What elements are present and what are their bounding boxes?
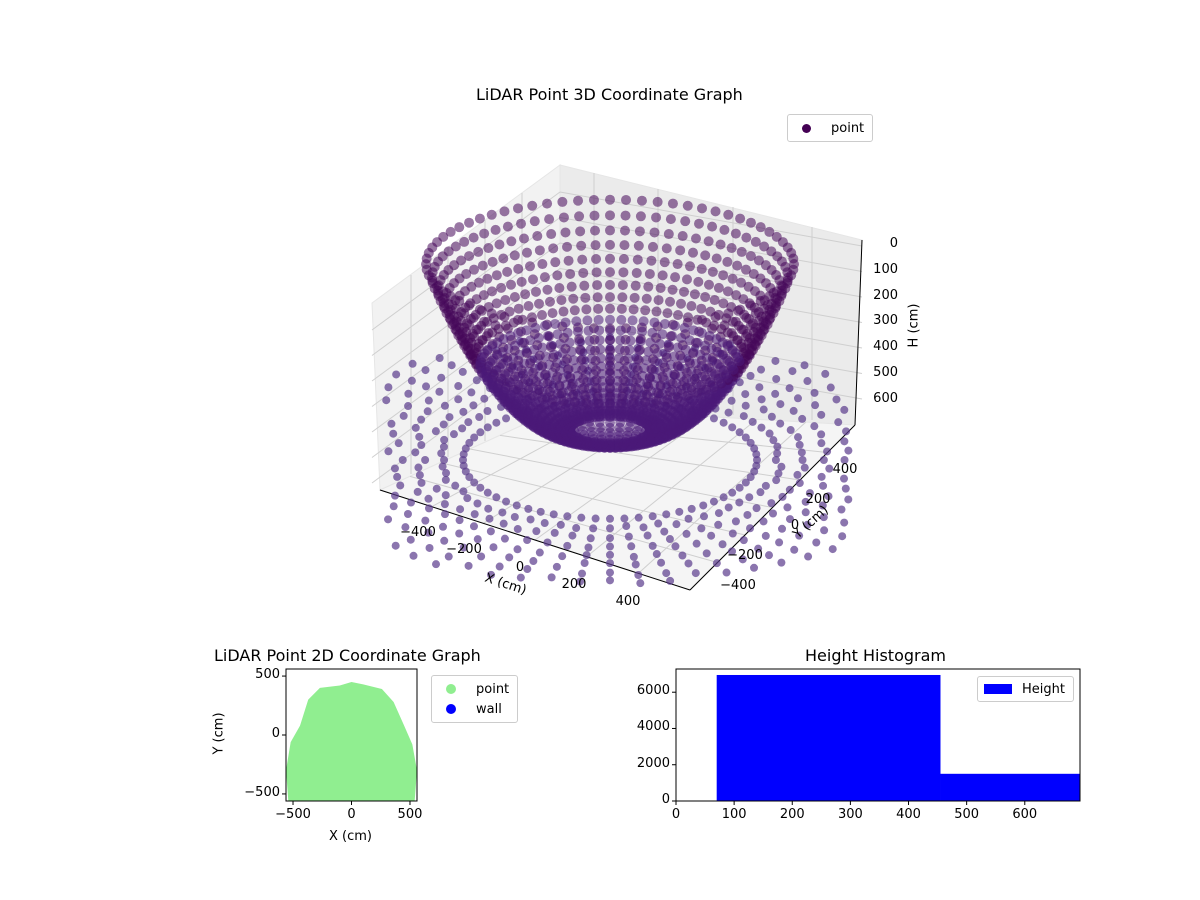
y-tick-2d: 0 — [271, 726, 280, 741]
x-axis-label-2d: X (cm) — [329, 829, 372, 844]
x-tick-hist: 600 — [1012, 807, 1038, 822]
point-cloud-approximation — [382, 194, 853, 588]
chart-2d-legend: point wall — [431, 675, 518, 723]
x-tick-hist: 0 — [671, 807, 681, 822]
chart-3d-title: LiDAR Point 3D Coordinate Graph — [476, 85, 743, 104]
x-tick-3d: −200 — [446, 542, 482, 557]
legend-wall-marker-icon — [446, 704, 456, 714]
x-tick-2d: 500 — [397, 807, 423, 822]
h-axis-label-3d: H (cm) — [906, 303, 922, 348]
h-tick-3d: 200 — [873, 287, 898, 303]
legend-point-marker-icon — [446, 684, 456, 694]
x-tick-hist: 300 — [837, 807, 863, 822]
y-tick-hist: 2000 — [636, 755, 670, 771]
histogram-bar — [716, 674, 941, 801]
histogram-legend: Height — [977, 676, 1074, 702]
y-tick-3d: 200 — [805, 492, 831, 507]
histogram-bar — [940, 773, 1080, 801]
x-tick-2d: 0 — [347, 807, 356, 822]
y-tick-2d: 500 — [255, 667, 280, 683]
y-tick-hist: 6000 — [636, 683, 670, 699]
h-tick-3d: 0 — [889, 236, 898, 251]
h-tick-3d: 400 — [873, 339, 898, 355]
x-tick-hist: 200 — [779, 807, 805, 822]
legend-point-marker-icon — [802, 123, 811, 133]
x-tick-hist: 500 — [954, 807, 980, 822]
y-tick-3d: 0 — [790, 518, 800, 533]
x-tick-hist: 400 — [896, 807, 921, 822]
chart-3d-legend: point — [787, 114, 873, 142]
y-axis-label-2d: Y (cm) — [211, 712, 227, 755]
legend-height-label: Height — [1022, 681, 1065, 697]
legend-point-label: point — [476, 681, 510, 697]
h-tick-3d: 500 — [873, 365, 898, 380]
x-tick-3d: 200 — [561, 577, 587, 592]
y-tick-hist: 4000 — [636, 719, 670, 735]
chart-2d-title: LiDAR Point 2D Coordinate Graph — [214, 646, 481, 665]
point-region-approximation — [286, 681, 417, 801]
x-tick-2d: −500 — [275, 807, 311, 822]
x-tick-hist: 100 — [721, 807, 747, 822]
h-tick-3d: 600 — [873, 390, 898, 406]
h-tick-3d: 100 — [873, 261, 898, 277]
y-tick-3d: −400 — [720, 578, 756, 593]
x-tick-3d: −400 — [400, 525, 436, 540]
legend-point-label: point — [831, 120, 865, 136]
x-tick-3d: 400 — [615, 594, 641, 609]
histogram-title: Height Histogram — [805, 646, 946, 665]
x-tick-3d: 0 — [515, 560, 525, 575]
y-tick-hist: 0 — [661, 792, 670, 807]
legend-height-swatch-icon — [984, 684, 1012, 694]
y-tick-3d: −200 — [727, 548, 763, 563]
y-tick-3d: 400 — [832, 462, 858, 477]
h-tick-3d: 300 — [873, 313, 898, 329]
chart-3d-plot — [371, 164, 863, 591]
legend-wall-label: wall — [476, 701, 502, 717]
y-tick-2d: −500 — [244, 784, 280, 800]
